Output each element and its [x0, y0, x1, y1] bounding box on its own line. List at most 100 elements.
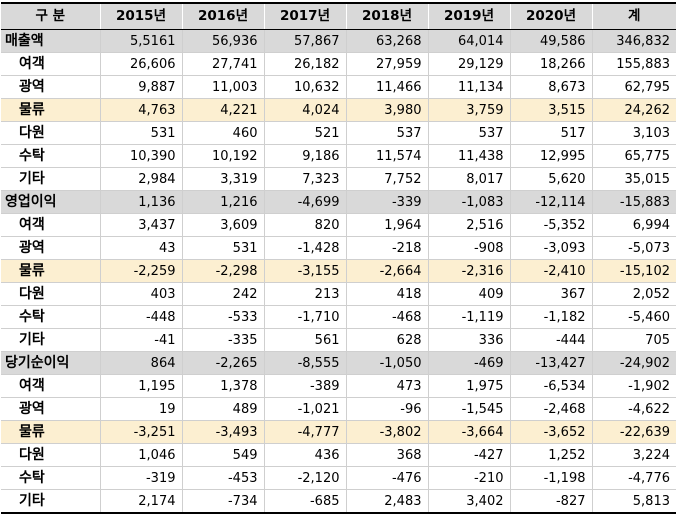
value-cell: -8,555 — [263, 351, 347, 375]
table-body: 매출액 5,5161 56,936 57,867 63,268 64,014 49,586 3… — [1, 29, 676, 514]
total-cell: -15,102 — [591, 259, 676, 283]
value-cell: 864 — [99, 351, 183, 375]
total-cell: -5,460 — [591, 305, 676, 329]
row-label: 물류 — [1, 98, 101, 122]
value-cell: -2,664 — [345, 259, 429, 283]
value-cell: -3,093 — [509, 236, 593, 260]
value-cell: 537 — [427, 121, 511, 145]
value-cell: -3,155 — [263, 259, 347, 283]
value-cell: 4,763 — [99, 98, 183, 122]
value-cell: 27,959 — [345, 52, 429, 76]
value-cell: -4,777 — [263, 420, 347, 444]
value-cell: -476 — [345, 466, 429, 490]
value-cell: -3,802 — [345, 420, 429, 444]
value-cell: -3,493 — [181, 420, 265, 444]
value-cell: 409 — [427, 282, 511, 306]
table-row: 물류 -2,259 -2,298 -3,155 -2,664 -2,316 -2,410 -1… — [1, 259, 676, 283]
value-cell: 418 — [345, 282, 429, 306]
header-year-2016: 2016년 — [181, 2, 265, 30]
value-cell: -3,664 — [427, 420, 511, 444]
value-cell: 549 — [181, 443, 265, 467]
value-cell: 49,586 — [509, 29, 593, 53]
value-cell: 213 — [263, 282, 347, 306]
total-cell: -15,883 — [591, 190, 676, 214]
total-cell: 346,832 — [591, 29, 676, 53]
table-row: 여객 26,606 27,741 26,182 27,959 29,129 18,266 15… — [1, 52, 676, 76]
value-cell: 56,936 — [181, 29, 265, 53]
value-cell: 1,378 — [181, 374, 265, 398]
value-cell: -3,652 — [509, 420, 593, 444]
value-cell: -6,534 — [509, 374, 593, 398]
value-cell: -13,427 — [509, 351, 593, 375]
row-label: 다원 — [1, 282, 101, 306]
total-cell: 65,775 — [591, 144, 676, 168]
row-label: 수탁 — [1, 144, 101, 168]
total-cell: -4,776 — [591, 466, 676, 490]
total-cell: 705 — [591, 328, 676, 352]
value-cell: -444 — [509, 328, 593, 352]
table-row: 수탁 -448 -533 -1,710 -468 -1,119 -1,182 -5,460 — [1, 305, 676, 329]
total-cell: -4,622 — [591, 397, 676, 421]
value-cell: 336 — [427, 328, 511, 352]
header-year-2019: 2019년 — [427, 2, 511, 30]
value-cell: -2,120 — [263, 466, 347, 490]
total-cell: -22,639 — [591, 420, 676, 444]
table-row: 광역 43 531 -1,428 -218 -908 -3,093 -5,073 — [1, 236, 676, 260]
row-label: 여객 — [1, 213, 101, 237]
total-cell: 6,994 — [591, 213, 676, 237]
table-row: 다원 531 460 521 537 537 517 3,103 — [1, 121, 676, 145]
value-cell: 29,129 — [427, 52, 511, 76]
value-cell: 1,975 — [427, 374, 511, 398]
value-cell: -734 — [181, 489, 265, 514]
table-row: 기타 2,984 3,319 7,323 7,752 8,017 5,620 35,015 — [1, 167, 676, 191]
value-cell: 561 — [263, 328, 347, 352]
value-cell: -2,316 — [427, 259, 511, 283]
value-cell: 517 — [509, 121, 593, 145]
value-cell: 531 — [99, 121, 183, 145]
value-cell: 460 — [181, 121, 265, 145]
value-cell: 531 — [181, 236, 265, 260]
value-cell: 7,752 — [345, 167, 429, 191]
header-year-2015: 2015년 — [99, 2, 183, 30]
value-cell: 11,003 — [181, 75, 265, 99]
value-cell: 1,252 — [509, 443, 593, 467]
total-cell: -24,902 — [591, 351, 676, 375]
header-year-2017: 2017년 — [263, 2, 347, 30]
value-cell: 11,438 — [427, 144, 511, 168]
value-cell: 19 — [99, 397, 183, 421]
row-label: 기타 — [1, 328, 101, 352]
row-label: 물류 — [1, 259, 101, 283]
value-cell: -469 — [427, 351, 511, 375]
header-row: 구 분 2015년 2016년 2017년 2018년 2019년 2020년 … — [1, 2, 676, 30]
value-cell: -453 — [181, 466, 265, 490]
value-cell: -2,410 — [509, 259, 593, 283]
value-cell: -827 — [509, 489, 593, 514]
value-cell: -1,119 — [427, 305, 511, 329]
total-cell: 3,103 — [591, 121, 676, 145]
value-cell: 1,216 — [181, 190, 265, 214]
value-cell: 3,759 — [427, 98, 511, 122]
value-cell: -685 — [263, 489, 347, 514]
value-cell: 8,673 — [509, 75, 593, 99]
value-cell: 1,046 — [99, 443, 183, 467]
value-cell: 1,136 — [99, 190, 183, 214]
table-row: 수탁 10,390 10,192 9,186 11,574 11,438 12,995 65,… — [1, 144, 676, 168]
value-cell: 63,268 — [345, 29, 429, 53]
table-row: 물류 4,763 4,221 4,024 3,980 3,759 3,515 24,262 — [1, 98, 676, 122]
section-row: 당기순이익 864 -2,265 -8,555 -1,050 -469 -13,427 -24… — [1, 351, 676, 375]
total-cell: 3,224 — [591, 443, 676, 467]
value-cell: -468 — [345, 305, 429, 329]
value-cell: -12,114 — [509, 190, 593, 214]
value-cell: -1,428 — [263, 236, 347, 260]
row-label: 수탁 — [1, 305, 101, 329]
value-cell: 27,741 — [181, 52, 265, 76]
table-row: 수탁 -319 -453 -2,120 -476 -210 -1,198 -4,776 — [1, 466, 676, 490]
value-cell: 43 — [99, 236, 183, 260]
total-cell: 2,052 — [591, 282, 676, 306]
value-cell: 489 — [181, 397, 265, 421]
value-cell: 11,574 — [345, 144, 429, 168]
value-cell: -5,352 — [509, 213, 593, 237]
value-cell: 11,134 — [427, 75, 511, 99]
value-cell: -1,021 — [263, 397, 347, 421]
